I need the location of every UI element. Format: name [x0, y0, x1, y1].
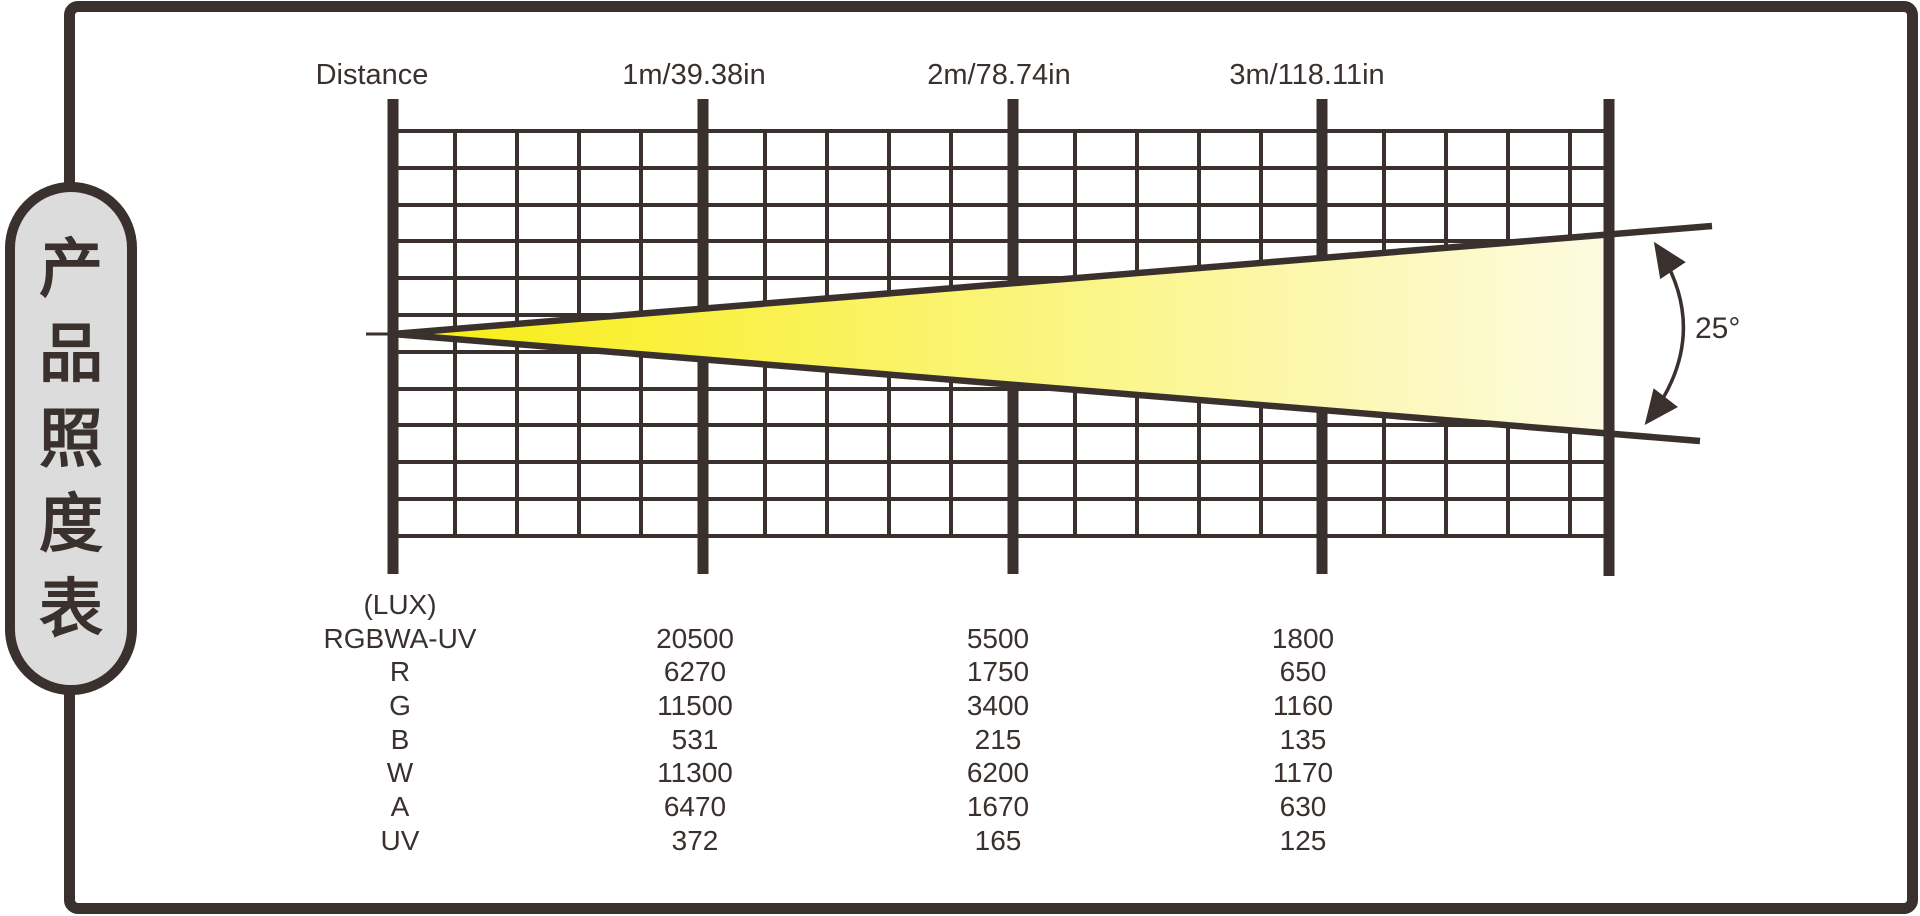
beam-edge-lines [392, 222, 1713, 445]
value-b-2m: 215 [974, 723, 1022, 755]
value-w-1m: 11300 [657, 757, 733, 789]
row-label-uv: UV [380, 824, 420, 856]
value-uv-1m: 372 [671, 824, 719, 856]
beam-angle-arc [1644, 241, 1686, 426]
value-rgbwa-uv-1m: 20500 [656, 622, 734, 654]
value-a-3m: 630 [1279, 791, 1327, 823]
title-char: 度 [39, 487, 103, 560]
value-r-1m: 6270 [663, 656, 727, 688]
value-a-2m: 1670 [966, 791, 1030, 823]
value-uv-3m: 125 [1279, 824, 1327, 856]
title-char: 产 [39, 232, 103, 305]
row-label-g: G [389, 690, 411, 722]
value-r-3m: 650 [1279, 656, 1327, 688]
distance-header-2m: 2m/78.74in [927, 59, 1071, 91]
lux-unit-label: (LUX) [363, 589, 437, 620]
value-g-3m: 1160 [1272, 690, 1334, 722]
value-rgbwa-uv-3m: 1800 [1271, 622, 1335, 654]
row-label-b: B [390, 723, 410, 755]
value-g-1m: 11500 [657, 690, 733, 722]
lux-table: (LUX) RGBWA-UV 20500 5500 1800 R 6270 17… [280, 588, 1480, 858]
title-char: 表 [39, 572, 103, 645]
distance-header-1m: 1m/39.38in [622, 59, 766, 91]
value-b-1m: 531 [671, 723, 719, 755]
distance-header-3m: 3m/118.11in [1229, 59, 1385, 91]
beam-angle-value: 25° [1695, 312, 1741, 345]
distance-axis-label: Distance [315, 59, 429, 91]
title-char: 品 [39, 317, 103, 390]
product-illuminance-title-pill: 产 品 照 度 表 [5, 182, 137, 695]
value-g-2m: 3400 [966, 690, 1030, 722]
value-a-1m: 6470 [663, 791, 727, 823]
value-w-2m: 6200 [966, 757, 1030, 789]
value-b-3m: 135 [1279, 723, 1327, 755]
row-label-r: R [389, 656, 411, 688]
value-uv-2m: 165 [974, 824, 1022, 856]
light-beam-cone [393, 232, 1612, 436]
value-w-3m: 1170 [1272, 757, 1334, 789]
row-label-a: A [390, 791, 410, 823]
value-r-2m: 1750 [966, 656, 1030, 688]
row-label-rgbwa-uv: RGBWA-UV [323, 622, 477, 654]
row-label-w: W [386, 757, 414, 789]
grid-horizontal-lines [393, 129, 1609, 538]
value-rgbwa-uv-2m: 5500 [966, 622, 1030, 654]
title-char: 照 [39, 402, 103, 475]
